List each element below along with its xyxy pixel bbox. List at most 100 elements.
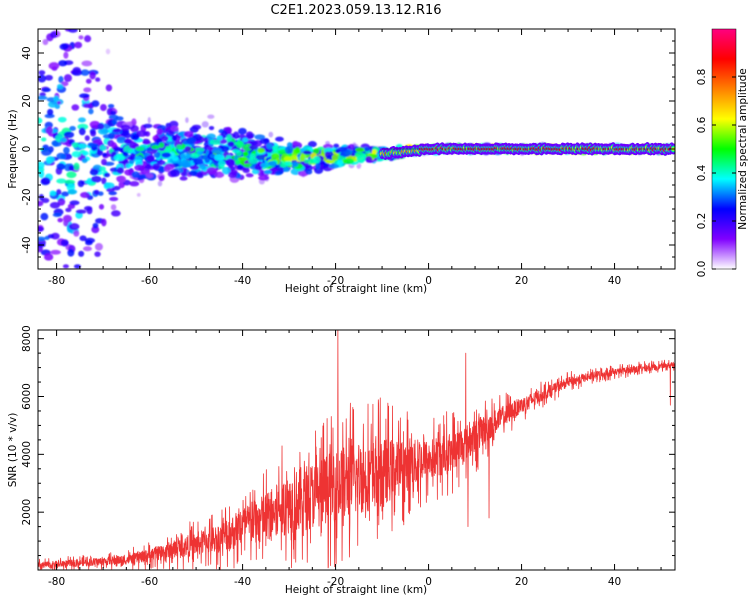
spectral-blob xyxy=(61,191,69,197)
spectral-blob xyxy=(161,152,172,158)
spectral-blob xyxy=(78,35,84,40)
spectral-blob xyxy=(160,135,169,142)
x-tick-label: 40 xyxy=(608,275,621,287)
spectral-blob xyxy=(232,131,240,140)
spectral-blob xyxy=(39,92,46,97)
spectral-blob xyxy=(242,151,249,157)
spectral-blob xyxy=(151,145,160,150)
spectral-blob xyxy=(60,153,66,160)
spectral-blob xyxy=(216,135,223,141)
spectral-blob xyxy=(101,218,107,227)
spectral-blob xyxy=(49,202,61,209)
spectral-blob xyxy=(82,150,89,156)
spectral-blob xyxy=(137,174,148,180)
spectral-blob xyxy=(102,152,108,157)
spectral-blob xyxy=(171,135,178,142)
x-tick-label: -20 xyxy=(327,576,344,588)
spectral-blob xyxy=(73,264,82,269)
x-tick-label: -60 xyxy=(141,275,158,287)
spectral-blob xyxy=(272,144,279,152)
spectral-blob xyxy=(158,142,165,148)
spectral-blob xyxy=(209,139,221,145)
spectral-blob xyxy=(284,160,293,166)
spectral-blob xyxy=(129,152,136,161)
spectral-blob xyxy=(179,153,191,160)
spectral-blob xyxy=(242,143,253,152)
spectral-blob xyxy=(168,130,174,135)
spectral-blob xyxy=(254,164,262,171)
spectral-blob xyxy=(81,157,88,164)
spectral-blob xyxy=(75,209,87,214)
spectral-blob xyxy=(110,110,117,116)
spectral-blob xyxy=(90,130,97,137)
spectral-blob xyxy=(115,116,124,121)
spectral-blob xyxy=(312,148,320,155)
spectral-blob xyxy=(112,118,118,125)
spectral-blob xyxy=(158,166,167,173)
y-tick-label: 2000 xyxy=(21,499,33,526)
spectral-blob xyxy=(42,39,49,46)
figure-title: C2E1.2023.059.13.12.R16 xyxy=(270,3,441,18)
spectral-blob xyxy=(50,249,61,255)
spectral-blob xyxy=(60,239,69,247)
spectral-blob xyxy=(124,138,131,145)
colorbar-tick-label: 0.8 xyxy=(696,69,708,86)
spectral-blob xyxy=(83,206,93,211)
spectral-blob xyxy=(352,144,359,148)
spectral-blob xyxy=(184,146,192,152)
spectral-blob xyxy=(343,158,355,164)
spectral-blob xyxy=(57,197,66,206)
spectral-blob xyxy=(52,212,62,217)
spectral-blob xyxy=(40,177,51,185)
x-tick-label: 20 xyxy=(515,275,528,287)
spectral-blob xyxy=(47,234,55,239)
spectral-blob xyxy=(56,178,67,184)
spectral-blob xyxy=(63,74,73,83)
spectral-blob xyxy=(371,149,377,155)
spectral-blob xyxy=(226,134,233,143)
x-tick-label: -80 xyxy=(48,576,65,588)
spectral-blob xyxy=(274,170,284,175)
spectral-blob xyxy=(123,132,131,139)
spectrogram-marks xyxy=(38,29,675,269)
spectral-blob xyxy=(73,162,80,171)
spectral-blob xyxy=(299,154,306,162)
spectral-blob xyxy=(101,177,107,185)
spectral-blob xyxy=(68,165,75,171)
spectral-blob xyxy=(38,70,46,76)
y-tick-label: 0 xyxy=(21,146,33,153)
spectral-blob xyxy=(218,160,226,167)
spectral-blob xyxy=(245,173,254,178)
spectral-blob xyxy=(333,143,340,149)
spectral-blob xyxy=(38,170,45,179)
spectral-blob xyxy=(81,60,93,67)
spectral-blob xyxy=(65,207,72,213)
spectral-blob xyxy=(74,41,83,49)
spectral-blob xyxy=(98,204,105,210)
spectrogram-panel: -80 -60 -40 -20 0 20 40 -40 -20 0 20 40 Height of s… xyxy=(7,28,676,295)
spectral-blob xyxy=(67,248,75,257)
colorbar-tick-label: 0.0 xyxy=(696,261,708,278)
spectral-blob xyxy=(48,62,60,70)
spectral-blob xyxy=(193,147,205,153)
spectral-blob xyxy=(38,236,46,241)
spectral-blob xyxy=(44,113,55,119)
spectral-blob xyxy=(105,84,113,92)
x-tick-label: -40 xyxy=(234,576,251,588)
spectral-blob xyxy=(214,171,225,178)
spectral-blob xyxy=(186,137,197,144)
spectral-blob xyxy=(364,147,370,152)
spectral-blob xyxy=(242,137,249,143)
spectral-blob xyxy=(283,156,292,162)
spectral-blob xyxy=(260,162,270,168)
spectral-blob xyxy=(268,161,277,167)
spectral-blob xyxy=(78,117,86,123)
spectral-blob xyxy=(43,253,54,261)
spectral-blob xyxy=(268,131,274,138)
spectral-blob xyxy=(251,169,260,175)
spectral-blob xyxy=(136,130,148,137)
spectral-blob xyxy=(82,246,92,252)
spectral-blob xyxy=(111,210,121,217)
spectral-blob xyxy=(42,87,51,93)
y-tick-label: -40 xyxy=(21,236,33,253)
